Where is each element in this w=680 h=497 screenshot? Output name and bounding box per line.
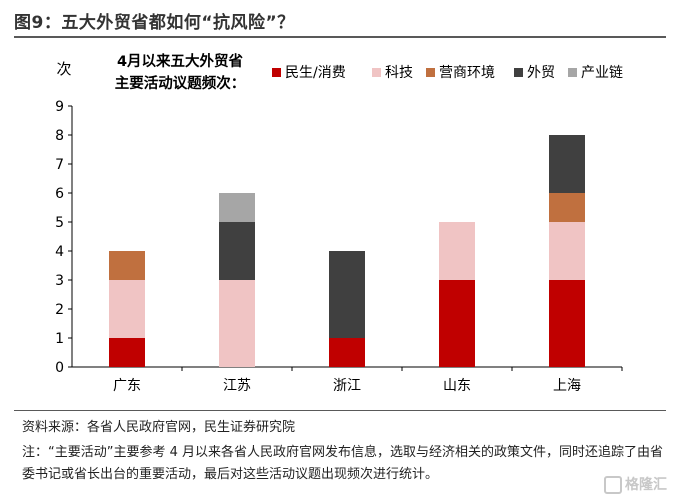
x-tick-label: 江苏: [223, 378, 251, 394]
legend-label: 外贸: [527, 65, 555, 81]
chart-title-line: 4月以来五大外贸省: [117, 52, 244, 70]
y-axis-label: 次: [56, 60, 71, 78]
bar-segment: [109, 280, 145, 338]
legend-swatch: [372, 68, 381, 77]
x-tick-label: 山东: [443, 378, 471, 394]
footnote: 注：“主要活动”主要参考 4 月以来各省人民政府官网发布信息，选取与经济相关的政…: [22, 445, 664, 482]
y-tick-label: 8: [55, 128, 64, 144]
bar-segment: [219, 222, 255, 280]
bar-segment: [549, 222, 585, 280]
y-tick-label: 1: [55, 331, 64, 347]
bar-segment: [439, 280, 475, 367]
bar-segment: [439, 222, 475, 280]
x-tick-label: 上海: [553, 378, 581, 394]
watermark-text: 格隆汇: [625, 477, 667, 493]
legend-swatch: [426, 68, 435, 77]
bar-segment: [329, 251, 365, 338]
watermark: 格隆汇: [604, 474, 667, 494]
y-tick-label: 2: [55, 302, 64, 318]
legend-swatch: [568, 68, 577, 77]
legend-swatch: [272, 68, 281, 77]
footer-divider: [14, 410, 666, 411]
y-tick-label: 6: [55, 186, 64, 202]
legend-label: 产业链: [581, 65, 623, 81]
legend-label: 民生/消费: [285, 65, 346, 81]
legend-label: 营商环境: [439, 65, 495, 81]
y-tick-label: 5: [55, 215, 64, 231]
chart-title-line: 主要活动议题频次：: [115, 74, 246, 92]
legend-label: 科技: [385, 65, 413, 81]
bar-segment: [109, 338, 145, 367]
y-tick-label: 3: [55, 273, 64, 289]
bar-segment: [109, 251, 145, 280]
title-divider: [14, 36, 666, 38]
legend-swatch: [514, 68, 523, 77]
figure-title: 图9：五大外贸省都如何“抗风险”？: [14, 13, 295, 33]
x-tick-label: 浙江: [333, 378, 361, 394]
y-tick-label: 4: [55, 244, 64, 260]
bar-segment: [549, 135, 585, 193]
y-tick-label: 0: [55, 360, 64, 376]
watermark-logo-icon: [604, 476, 622, 494]
bar-segment: [219, 280, 255, 367]
x-tick-label: 广东: [113, 378, 141, 394]
y-tick-label: 7: [55, 157, 64, 173]
bar-segment: [549, 280, 585, 367]
bar-segment: [329, 338, 365, 367]
source-note: 资料来源：各省人民政府官网，民生证券研究院: [22, 420, 296, 435]
bar-segment: [549, 193, 585, 222]
y-tick-label: 9: [55, 99, 64, 115]
bar-segment: [219, 193, 255, 222]
